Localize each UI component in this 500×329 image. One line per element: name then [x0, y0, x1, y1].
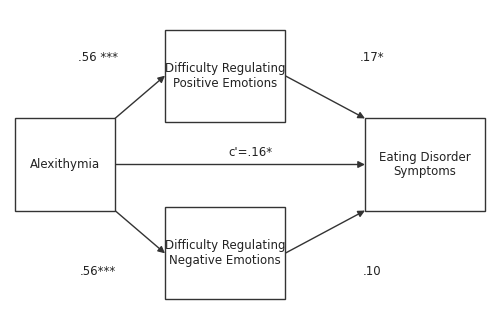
Text: Difficulty Regulating
Negative Emotions: Difficulty Regulating Negative Emotions: [165, 239, 285, 267]
FancyBboxPatch shape: [15, 118, 115, 211]
Text: Alexithymia: Alexithymia: [30, 158, 100, 171]
FancyBboxPatch shape: [165, 207, 285, 299]
Text: Difficulty Regulating
Positive Emotions: Difficulty Regulating Positive Emotions: [165, 62, 285, 90]
Text: .56 ***: .56 ***: [78, 51, 118, 64]
Text: .10: .10: [363, 265, 382, 278]
Text: Eating Disorder
Symptoms: Eating Disorder Symptoms: [379, 150, 471, 179]
Text: .17*: .17*: [360, 51, 385, 64]
Text: c'=.16*: c'=.16*: [228, 146, 272, 160]
FancyBboxPatch shape: [165, 30, 285, 122]
Text: .56***: .56***: [80, 265, 116, 278]
FancyBboxPatch shape: [365, 118, 485, 211]
